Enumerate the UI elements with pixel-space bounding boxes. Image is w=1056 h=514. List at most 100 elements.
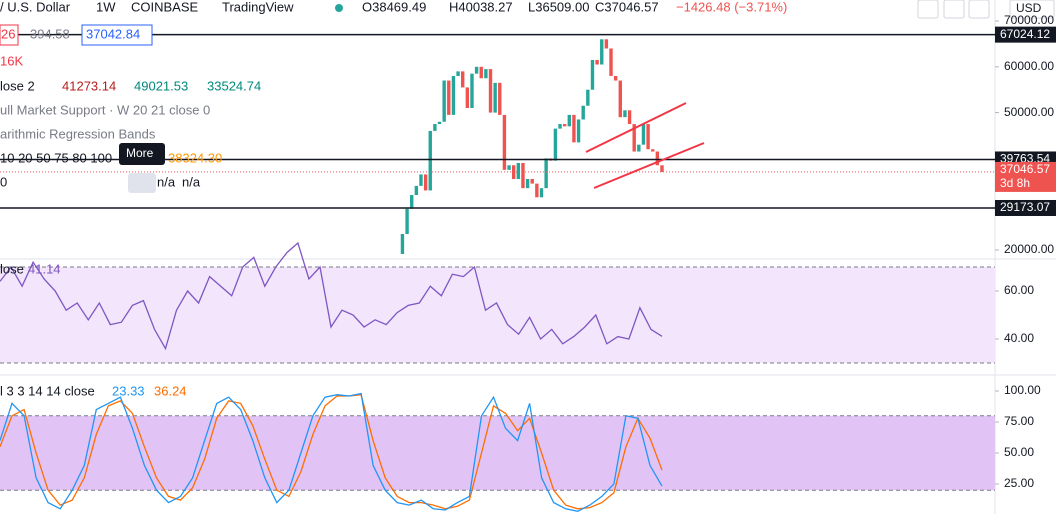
candles [391,39,664,266]
tooltip-text: More [126,146,154,160]
candle [460,71,465,88]
candle [493,82,497,113]
candle [405,208,409,234]
legend-value: n/a [157,174,176,189]
candle [507,165,511,170]
volume: 16K [0,53,23,68]
candle [470,73,474,109]
candle [651,149,655,152]
candle [465,87,470,109]
candle [419,174,423,186]
candle [525,179,530,189]
currency[interactable]: USD [1016,1,1042,15]
candle [502,114,507,170]
candle [586,89,590,106]
level-badge [995,199,1056,216]
trend-line [593,142,705,189]
candle [428,130,432,191]
change: −1426.48 (−3.71%) [676,0,787,14]
y-tick-label: 50000.00 [1004,105,1054,119]
candle [609,48,613,76]
legend-value: 38324.30 [168,150,222,165]
level-label: 67024.12 [1000,27,1050,41]
candle [484,69,488,79]
y-tick-label: 75.00 [1004,414,1034,428]
candle [660,165,664,172]
marks [0,33,995,512]
stoch-line [0,392,663,512]
candle [641,124,646,145]
candle [498,82,502,115]
rsi-line [0,241,663,351]
symbol: / U.S. Dollar [0,0,71,14]
y-tick-label: 70000.00 [1004,13,1054,27]
button[interactable] [917,0,939,19]
rsi-label: lose [0,261,24,276]
y-tick-label: 25.00 [1004,476,1034,490]
ui: / U.S. Dollar 1W COINBASE TradingView O3… [0,0,1055,398]
legend-name: lose 2 [0,78,35,93]
button[interactable] [943,0,965,19]
badge [0,24,19,46]
candle [521,162,525,189]
more-button[interactable] [128,173,156,193]
level-label: 29173.07 [1000,200,1050,214]
candle [396,255,399,257]
candle [474,66,479,74]
candle [590,59,595,90]
trend-line [585,102,687,153]
candle [442,80,446,122]
candle [623,110,627,118]
rsi-value: 41.14 [28,261,61,276]
stoch-k: 23.33 [112,383,145,398]
candle [613,75,618,81]
candle [456,71,460,76]
badge [81,24,153,46]
candle [410,195,414,209]
candle [618,80,622,118]
candle [558,124,562,129]
candle [632,124,636,152]
legend-value: n/a [182,174,201,189]
candle [414,185,419,196]
source: TradingView [222,0,294,14]
tooltip [119,143,165,165]
last-price-badge [995,161,1056,192]
candle [423,174,428,191]
exchange: COINBASE [131,0,199,14]
candle [437,121,442,125]
ohlc: O38469.49 [362,0,426,14]
legend-value: 33524.74 [207,78,261,93]
y-tick-label: 100.00 [1004,383,1041,397]
ohlc: H40038.27 [449,0,513,14]
level-badge [995,26,1056,43]
candle [433,124,437,131]
candle [539,188,544,198]
candle [553,128,558,161]
grid [0,20,999,491]
candle [576,119,581,143]
candle [451,75,456,115]
legend-value: 26 [1,26,15,41]
currency-button[interactable] [1009,0,1055,19]
stoch-d: 36.24 [154,383,187,398]
ohlc: L36509.00 [528,0,589,14]
candle [572,114,576,143]
stoch-label: l 3 3 14 14 close [0,383,95,398]
legend-value: 394.58 [30,26,70,41]
candle [637,144,641,152]
legend-value: 37042.84 [86,26,140,41]
y-tick-label: 60000.00 [1004,59,1054,73]
candle [600,39,604,65]
candle [581,105,585,120]
candle [535,183,539,198]
interval: 1W [96,0,116,14]
countdown: 3d 8h [1000,176,1030,190]
legend-name: arithmic Regression Bands [0,126,156,141]
legend-value: 41273.14 [62,78,116,93]
button[interactable] [968,0,990,19]
candle [595,59,599,65]
candle [391,257,394,266]
candle [562,124,567,127]
